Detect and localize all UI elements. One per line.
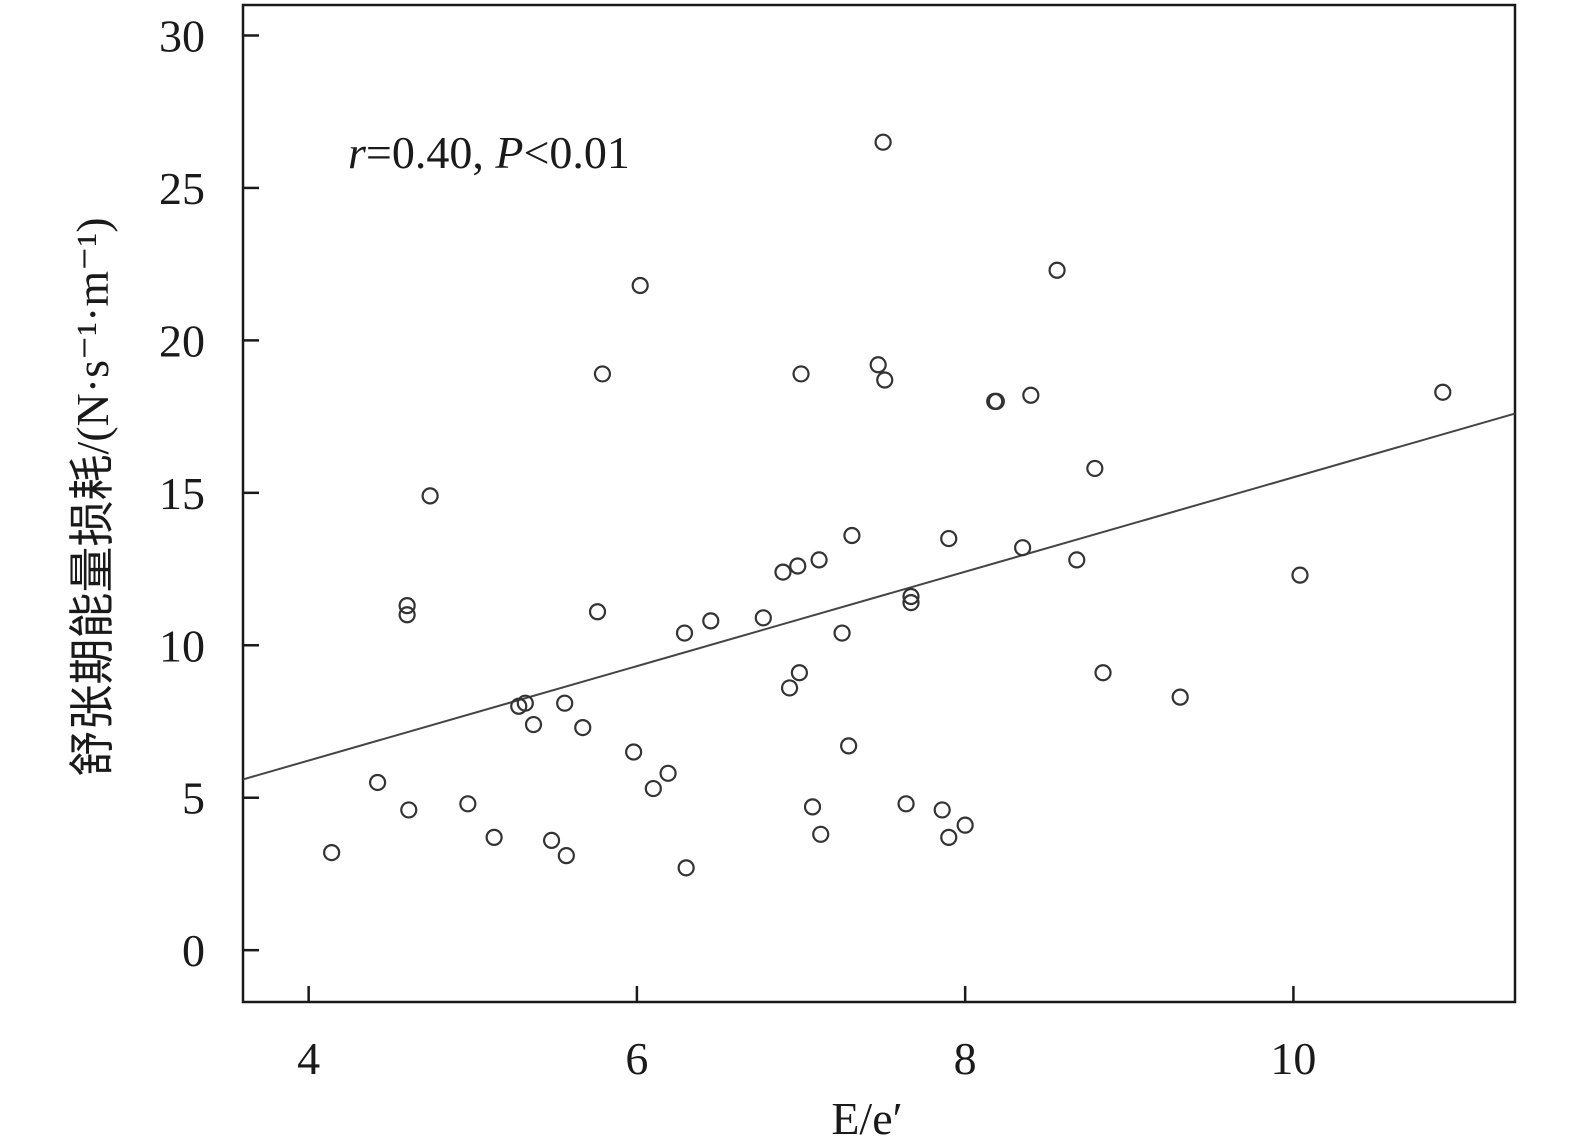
data-point	[516, 694, 534, 712]
data-point	[557, 847, 575, 865]
regression-line	[242, 412, 1516, 781]
x-tick-label: 4	[297, 1033, 320, 1084]
y-tick-label: 30	[159, 10, 205, 61]
p-symbol: P	[494, 127, 523, 178]
y-tick-label: 0	[182, 925, 205, 976]
data-point	[869, 356, 887, 374]
data-point	[833, 624, 851, 642]
x-axis-title: E/e′	[831, 1093, 902, 1144]
data-point	[843, 526, 861, 545]
y-tick-label: 15	[159, 468, 205, 519]
data-points	[323, 133, 1452, 877]
data-point	[933, 801, 951, 819]
correlation-annotation: r=0.40, P<0.01	[348, 127, 630, 178]
data-point	[1014, 539, 1032, 557]
data-point	[421, 487, 439, 505]
data-point	[874, 133, 892, 151]
data-point	[588, 603, 607, 621]
data-point	[987, 392, 1005, 410]
data-point	[625, 743, 643, 761]
data-point	[574, 718, 592, 737]
x-tick-label: 8	[954, 1033, 977, 1084]
data-point	[840, 737, 858, 755]
x-tick-label: 10	[1270, 1033, 1316, 1084]
p-value: <0.01	[523, 127, 629, 178]
data-point	[677, 859, 695, 877]
data-point	[1068, 551, 1086, 569]
y-tick-label: 20	[159, 315, 205, 366]
data-point	[631, 276, 649, 295]
data-point	[1434, 383, 1452, 401]
plot-frame	[241, 3, 1517, 1004]
data-point	[812, 825, 830, 843]
data-point	[940, 828, 958, 846]
y-axis: 0 5 10 15 20 25 30	[159, 10, 259, 976]
data-point	[956, 816, 974, 834]
data-point	[1094, 664, 1112, 682]
data-point	[1086, 459, 1104, 478]
data-point	[810, 551, 828, 569]
data-point	[542, 831, 561, 850]
data-point	[593, 365, 612, 383]
data-point	[790, 664, 808, 682]
data-point	[940, 529, 958, 548]
data-point	[1048, 261, 1066, 279]
data-point	[897, 795, 915, 813]
data-point	[702, 612, 720, 630]
data-point	[368, 773, 387, 792]
data-point	[1022, 386, 1040, 404]
data-point	[459, 795, 477, 813]
x-axis: 4 6 8 10	[297, 986, 1316, 1084]
data-point	[803, 798, 822, 816]
data-point	[902, 587, 920, 606]
data-point	[1291, 566, 1309, 584]
r-symbol: r	[348, 127, 367, 178]
data-point	[400, 801, 418, 819]
y-tick-label: 25	[159, 163, 205, 214]
y-tick-label: 10	[159, 620, 205, 671]
data-point	[792, 365, 810, 383]
data-point	[789, 557, 807, 575]
data-point	[876, 371, 894, 389]
data-point	[323, 844, 341, 862]
data-point	[556, 694, 574, 712]
y-tick-label: 5	[182, 773, 205, 824]
data-point	[754, 609, 772, 627]
data-point	[675, 624, 694, 642]
data-point	[524, 715, 543, 734]
x-tick-label: 6	[625, 1033, 648, 1084]
data-point	[485, 828, 503, 846]
data-point	[398, 606, 416, 624]
data-point	[780, 679, 799, 697]
data-point	[902, 593, 920, 612]
data-point	[644, 779, 662, 798]
data-point	[774, 563, 792, 581]
data-point	[659, 764, 677, 782]
r-value: =0.40,	[366, 127, 495, 178]
y-axis-title: 舒张期能量损耗/(N·s⁻¹·m⁻¹)	[67, 217, 118, 776]
data-point	[398, 597, 416, 615]
data-point	[1171, 688, 1189, 706]
